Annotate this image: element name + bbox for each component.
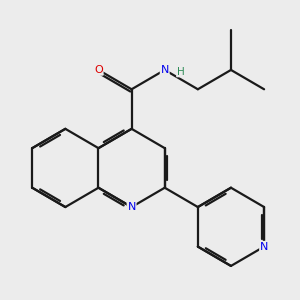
Text: H: H [177, 67, 184, 77]
Text: N: N [160, 65, 169, 75]
Text: N: N [128, 202, 136, 212]
Text: O: O [94, 65, 103, 75]
Text: N: N [260, 242, 268, 252]
